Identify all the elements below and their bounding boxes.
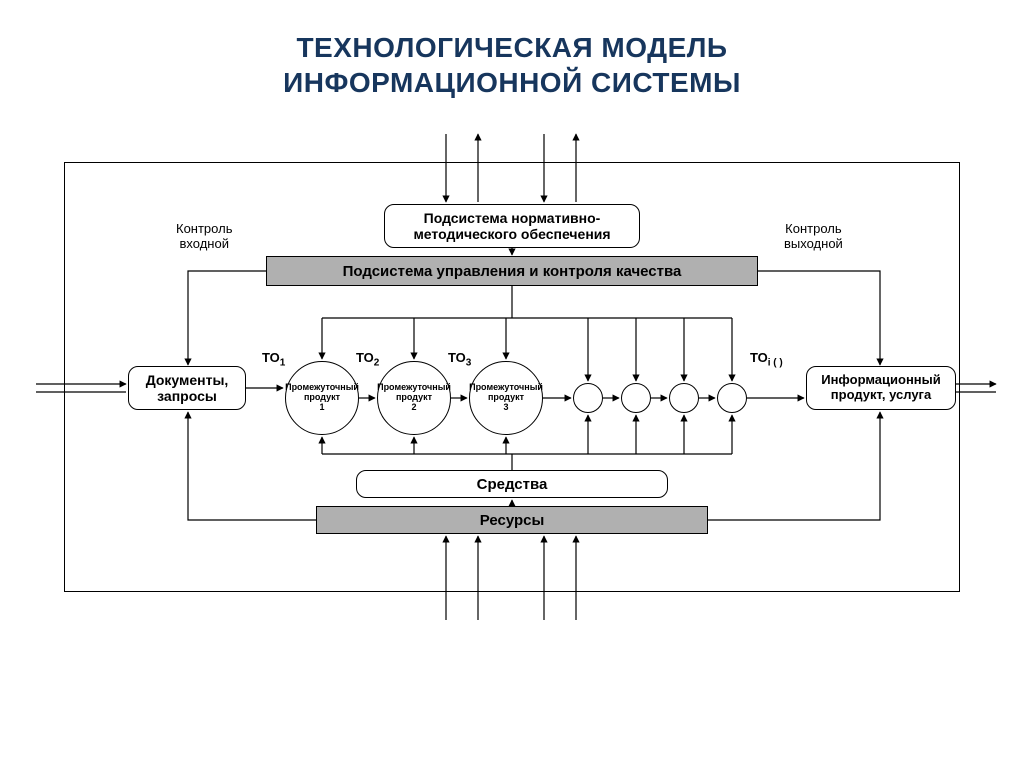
node-resources-label: Ресурсы (480, 512, 545, 529)
node-product: Информационный продукт, услуга (806, 366, 956, 410)
node-means-label: Средства (477, 476, 548, 493)
node-means: Средства (356, 470, 668, 498)
circle-small-6 (669, 383, 699, 413)
node-sub-qc-label: Подсистема управления и контроля качеств… (343, 263, 682, 280)
label-control-in: Контроль входной (176, 222, 232, 252)
node-docs: Документы, запросы (128, 366, 246, 410)
circle-1-label: Промежуточный продукт 1 (285, 383, 359, 413)
title-line1: ТЕХНОЛОГИЧЕСКАЯ МОДЕЛЬ (296, 32, 727, 63)
circle-intermediate-3: Промежуточный продукт 3 (469, 361, 543, 435)
to-label-2: ТО2 (356, 350, 379, 369)
circle-small-4 (573, 383, 603, 413)
to-label-i: ТОi ( ) (750, 350, 783, 369)
circle-intermediate-1: Промежуточный продукт 1 (285, 361, 359, 435)
circle-small-7 (717, 383, 747, 413)
circle-small-5 (621, 383, 651, 413)
node-sub-qc: Подсистема управления и контроля качеств… (266, 256, 758, 286)
label-control-out: Контроль выходной (784, 222, 843, 252)
to-label-3: ТО3 (448, 350, 471, 369)
title-line2: ИНФОРМАЦИОННОЙ СИСТЕМЫ (283, 67, 741, 98)
to-label-1: ТО1 (262, 350, 285, 369)
page-title: ТЕХНОЛОГИЧЕСКАЯ МОДЕЛЬ ИНФОРМАЦИОННОЙ СИ… (0, 30, 1024, 100)
node-resources: Ресурсы (316, 506, 708, 534)
circle-intermediate-2: Промежуточный продукт 2 (377, 361, 451, 435)
node-product-label: Информационный продукт, услуга (821, 373, 941, 403)
diagram-canvas: ТЕХНОЛОГИЧЕСКАЯ МОДЕЛЬ ИНФОРМАЦИОННОЙ СИ… (0, 0, 1024, 767)
circle-2-label: Промежуточный продукт 2 (377, 383, 451, 413)
node-sub-norm-label: Подсистема нормативно- методического обе… (413, 210, 610, 242)
node-docs-label: Документы, запросы (146, 372, 229, 404)
node-sub-norm: Подсистема нормативно- методического обе… (384, 204, 640, 248)
circle-3-label: Промежуточный продукт 3 (469, 383, 543, 413)
